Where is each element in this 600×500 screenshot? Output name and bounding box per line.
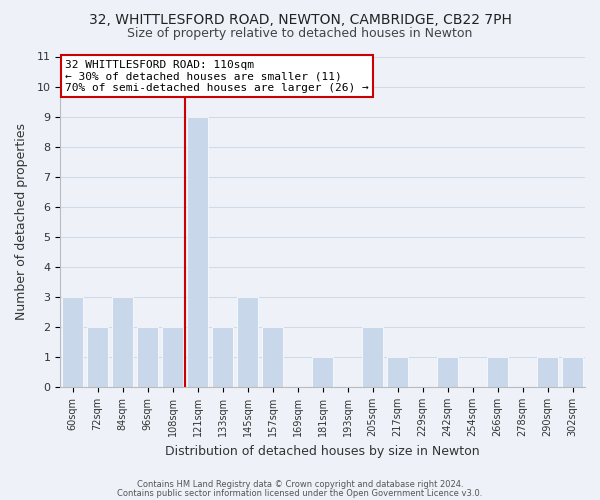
Bar [62,297,83,387]
Bar [387,357,408,387]
X-axis label: Distribution of detached houses by size in Newton: Distribution of detached houses by size … [165,444,480,458]
Text: Size of property relative to detached houses in Newton: Size of property relative to detached ho… [127,28,473,40]
Bar [112,297,133,387]
Bar [237,297,258,387]
Text: 32, WHITTLESFORD ROAD, NEWTON, CAMBRIDGE, CB22 7PH: 32, WHITTLESFORD ROAD, NEWTON, CAMBRIDGE… [89,12,511,26]
Bar [87,327,108,387]
Bar [537,357,558,387]
Bar [362,327,383,387]
Bar [162,327,183,387]
Bar [212,327,233,387]
Bar [562,357,583,387]
Bar [437,357,458,387]
Bar [137,327,158,387]
Bar [312,357,333,387]
Text: Contains HM Land Registry data © Crown copyright and database right 2024.: Contains HM Land Registry data © Crown c… [137,480,463,489]
Bar [187,116,208,387]
Bar [262,327,283,387]
Text: 32 WHITTLESFORD ROAD: 110sqm
← 30% of detached houses are smaller (11)
70% of se: 32 WHITTLESFORD ROAD: 110sqm ← 30% of de… [65,60,369,93]
Y-axis label: Number of detached properties: Number of detached properties [15,124,28,320]
Bar [487,357,508,387]
Text: Contains public sector information licensed under the Open Government Licence v3: Contains public sector information licen… [118,488,482,498]
